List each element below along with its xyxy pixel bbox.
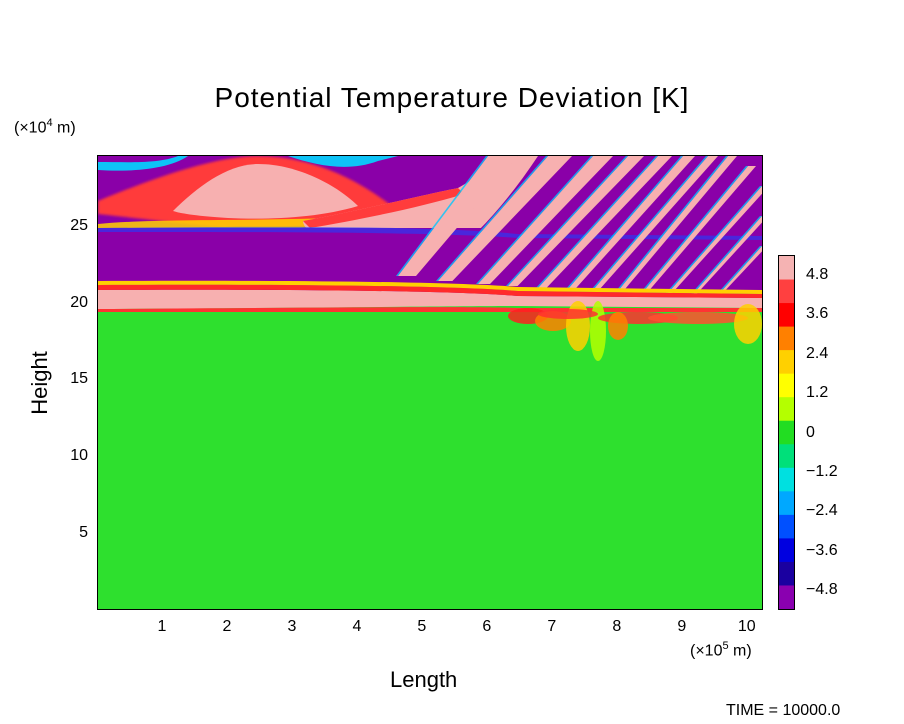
x-tick-label: 10 bbox=[737, 618, 756, 635]
colorbar-tick-label: −1.2 bbox=[806, 462, 838, 480]
warm-lobe-upper-cyan bbox=[98, 156, 188, 171]
x-tick-label: 1 bbox=[157, 618, 167, 635]
wave-ray-edge bbox=[691, 216, 762, 294]
colorbar-tick-label: 3.6 bbox=[806, 305, 829, 323]
colorbar-tick-label: 4.8 bbox=[806, 265, 829, 283]
warm-layer-20km-red-top bbox=[98, 284, 762, 298]
x-tick-label: 4 bbox=[352, 618, 362, 635]
wave-ray bbox=[618, 156, 737, 291]
turbulence-patch bbox=[734, 304, 762, 344]
colorbar-tick-label: 2.4 bbox=[806, 344, 829, 362]
wave-ray bbox=[508, 156, 644, 286]
x-unit-exponent: 5 bbox=[722, 640, 729, 652]
colorbar-segment bbox=[779, 420, 794, 445]
colorbar bbox=[778, 255, 795, 610]
colorbar-segment bbox=[779, 444, 794, 469]
y-axis-unit: (×104 m) bbox=[14, 117, 76, 137]
turbulence-patch bbox=[648, 312, 748, 324]
colorbar-segment bbox=[779, 585, 794, 609]
wave-ray bbox=[643, 166, 756, 292]
colorbar-segment bbox=[779, 326, 794, 351]
x-axis-unit: (×105 m) bbox=[690, 640, 752, 660]
x-tick-label: 2 bbox=[222, 618, 232, 635]
colorbar-tick-label: −3.6 bbox=[806, 541, 838, 559]
wave-ray-edge bbox=[536, 156, 658, 288]
plot-area bbox=[97, 155, 763, 610]
x-tick-label: 9 bbox=[677, 618, 687, 635]
time-stamp: TIME = 10000.0 bbox=[726, 702, 841, 719]
colorbar-tick-label: 0 bbox=[806, 423, 815, 441]
wave-ray bbox=[568, 156, 695, 289]
warm-lobe-upper-core bbox=[173, 164, 358, 219]
wave-ray bbox=[398, 156, 518, 276]
y-unit-exponent: 4 bbox=[46, 117, 53, 129]
colorbar-segment bbox=[779, 491, 794, 516]
colorbar-tick-label: 1.2 bbox=[806, 384, 829, 402]
wave-ray-edge bbox=[666, 186, 762, 293]
colorbar-gradient bbox=[779, 256, 794, 609]
y-tick-label: 15 bbox=[70, 370, 88, 388]
x-tick-label: 3 bbox=[287, 618, 297, 635]
wave-ray-edge bbox=[716, 246, 762, 295]
colorbar-segment bbox=[779, 373, 794, 398]
warm-lobe-upper-cyan-2 bbox=[288, 156, 398, 167]
wave-ray bbox=[593, 156, 718, 290]
wave-ray-edge bbox=[616, 156, 728, 291]
y-tick-label: 10 bbox=[70, 447, 88, 465]
y-tick-label: 25 bbox=[70, 216, 88, 234]
colorbar-tick-label: −2.4 bbox=[806, 502, 838, 520]
x-tick-label: 6 bbox=[482, 618, 492, 635]
y-unit-suffix: m) bbox=[52, 119, 76, 137]
chart-title: Potential Temperature Deviation [K] bbox=[214, 82, 690, 113]
y-unit-prefix: (×10 bbox=[14, 119, 47, 137]
colorbar-segment bbox=[779, 561, 794, 587]
turbulence-patch bbox=[538, 309, 598, 319]
x-unit-suffix: m) bbox=[728, 642, 752, 660]
turbulence-patch bbox=[590, 301, 606, 361]
wave-ray-edge bbox=[591, 156, 708, 290]
x-unit-prefix: (×10 bbox=[690, 642, 723, 660]
warm-layer-20km-yellow bbox=[98, 280, 762, 294]
wave-ray bbox=[438, 156, 572, 281]
warm-band-diagonal-red bbox=[303, 188, 464, 228]
y-axis-label: Height bbox=[27, 351, 52, 415]
colorbar-segment bbox=[779, 397, 794, 422]
x-tick-label: 5 bbox=[417, 618, 427, 635]
y-tick-label: 20 bbox=[70, 293, 88, 311]
colorbar-segment bbox=[779, 467, 794, 492]
wave-ray-edge bbox=[436, 156, 548, 281]
colorbar-segment bbox=[779, 256, 794, 281]
turbulence-patch bbox=[608, 312, 628, 340]
wave-ray-edge bbox=[566, 156, 683, 289]
x-tick-label: 7 bbox=[547, 618, 557, 635]
breaking-region bbox=[508, 301, 762, 361]
wave-ray-edge bbox=[476, 156, 593, 284]
colorbar-segment bbox=[779, 538, 794, 563]
wave-ray bbox=[538, 156, 672, 288]
colorbar-segment bbox=[779, 303, 794, 328]
wave-ray-edge bbox=[396, 156, 488, 276]
x-axis-label: Length bbox=[390, 667, 458, 692]
wave-rays bbox=[396, 156, 762, 295]
field-heatmap bbox=[98, 156, 762, 609]
colorbar-segment bbox=[779, 514, 794, 539]
y-tick-label: 5 bbox=[79, 524, 88, 542]
turbulence-patch bbox=[566, 301, 590, 351]
wave-ray bbox=[478, 156, 613, 284]
x-tick-label: 8 bbox=[612, 618, 622, 635]
colorbar-tick-label: −4.8 bbox=[806, 581, 838, 599]
colorbar-segment bbox=[779, 350, 794, 375]
wave-ray-edge bbox=[506, 156, 628, 286]
colorbar-segment bbox=[779, 279, 794, 304]
wave-ray-edge bbox=[641, 166, 748, 292]
